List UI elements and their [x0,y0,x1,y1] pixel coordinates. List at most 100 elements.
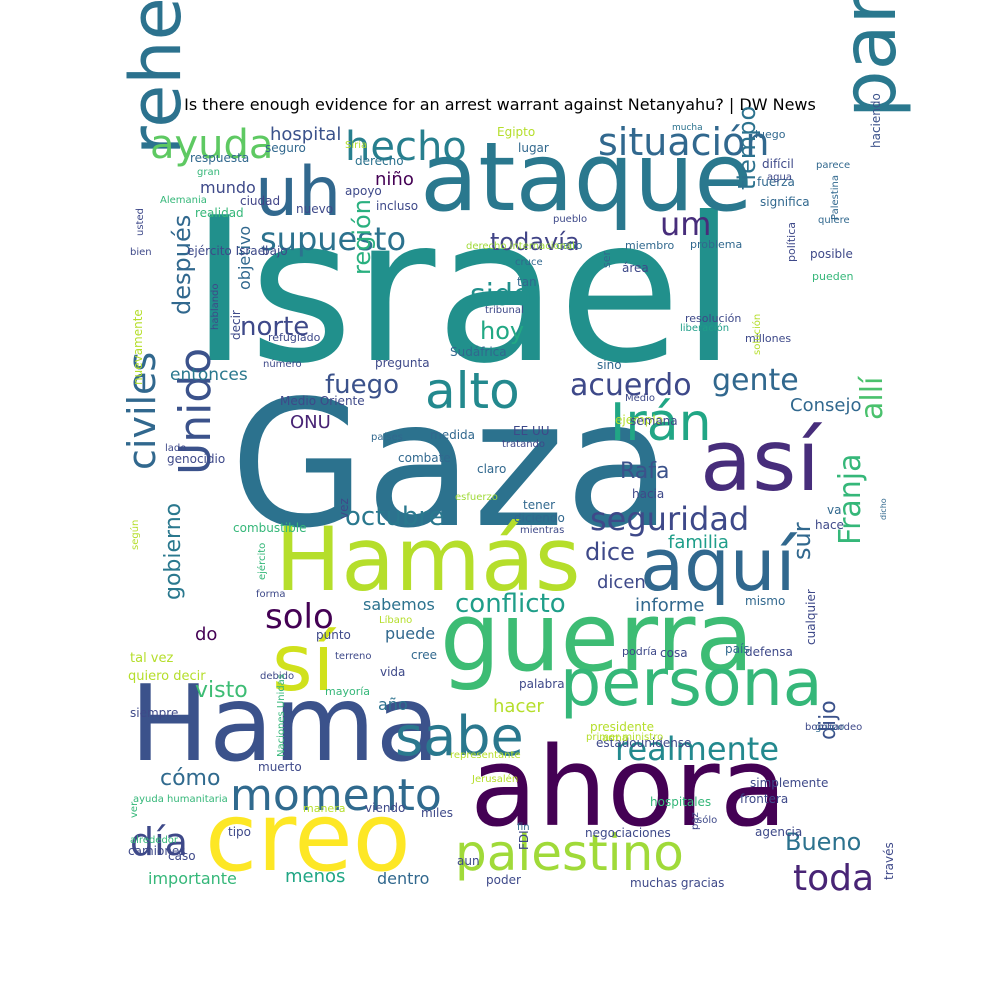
word-168: tipo [228,825,251,839]
word-144: bombardeo [805,722,862,733]
word-169: poder [486,873,521,887]
word-188: bajo [262,244,288,258]
word-0: Israel [190,175,737,408]
word-143: grupo [815,722,844,733]
word-63: hacer [493,696,544,717]
word-165: alrededor [130,835,179,846]
word-170: muchas gracias [630,876,724,890]
word-27: realmente [615,730,779,768]
word-194: incluso [376,199,418,213]
word-125: mismo [745,594,785,608]
word-114: claro [477,462,506,476]
page-title: Is there enough evidence for an arrest w… [184,95,816,114]
word-105: Sudáfrica [450,345,507,359]
word-175: según [129,520,141,550]
word-104: sino [597,358,622,372]
word-83: fuerza [757,175,795,189]
word-127: defensa [745,645,793,659]
word-189: usted [135,208,146,236]
word-116: esfuerzo [455,492,498,503]
word-4: guerra [440,583,754,693]
word-79: luego [755,128,786,141]
word-17: hecho [345,124,467,170]
word-135: punto [316,628,351,642]
word-106: pregunta [375,356,430,370]
word-1: Gaza [230,364,672,567]
word-121: fin [517,822,530,833]
word-58: familia [668,532,729,553]
word-59: informe [635,595,704,616]
word-122: va [827,503,841,517]
word-34: solo [265,597,334,637]
word-68: mundo [200,178,256,197]
word-187: bien [130,247,152,258]
word-98: derecho internacional [466,241,575,252]
word-93: solución [751,314,763,355]
word-49: después [168,215,196,315]
word-30: Franja [833,453,868,545]
word-9: así [700,412,822,511]
word-110: tratando [502,439,545,450]
word-102: tribunal [485,305,524,316]
word-67: entonces [170,365,248,385]
word-113: combate [398,451,451,465]
word-181: número [263,358,302,370]
word-109: EE UU [513,424,550,438]
word-26: seguridad [590,500,749,538]
word-20: supuesto [260,220,406,258]
word-99: pueblo [553,214,587,225]
word-90: millones [745,332,791,345]
word-77: lugar [518,141,549,155]
word-69: objetivo [235,226,254,290]
word-133: vida [380,665,405,679]
word-2: ataque [420,123,753,233]
word-103: ser [600,251,613,268]
word-111: medida [430,428,475,442]
word-8: persona [560,646,823,721]
word-191: Alemania [160,195,207,206]
word-182: refugiado [268,331,321,344]
word-138: mayoría [325,685,370,698]
word-73: ciudad [240,194,280,208]
word-161: Naciones Unidas [276,674,287,757]
word-108: ejemplo [615,413,663,427]
word-154: paz [690,812,701,830]
word-176: combustible [233,521,306,535]
word-126: cualquier [804,589,818,645]
word-74: seguro [265,141,306,155]
word-41: todavía [490,228,580,256]
word-54: hospital [270,124,341,145]
word-134: palabra [519,677,565,691]
word-190: realidad [195,206,244,220]
word-107: Medio [625,393,655,404]
word-136: terreno [335,651,372,662]
word-10: aquí [640,523,797,607]
word-151: agencia [755,825,802,839]
word-16: Irán [610,393,712,453]
word-80: difícil [762,157,794,171]
word-70: do [195,624,217,645]
word-61: sabemos [363,595,435,614]
word-155: negociaciones [585,826,671,840]
word-35: conflicto [455,589,566,619]
word-23: sabe [395,705,524,768]
word-39: hoy [480,317,524,345]
word-153: hospitales [650,795,711,809]
word-13: rehenes [115,0,197,155]
word-100: cruce [515,257,543,268]
word-97: cabo [556,239,583,252]
word-91: liberación [680,322,729,334]
word-171: primer ministro [586,732,663,743]
word-160: muerto [258,760,302,774]
word-53: visto [195,678,248,703]
word-86: posible [810,247,853,261]
word-24: Unido [170,348,221,475]
word-19: ayuda [150,122,273,168]
word-92: resolución [685,312,741,325]
word-149: frontera [740,792,788,806]
word-101: tan [517,275,537,289]
word-167: caso [168,849,196,863]
word-118: hacia [632,487,664,501]
word-148: simplemente [750,776,828,790]
word-94: problema [690,238,742,251]
